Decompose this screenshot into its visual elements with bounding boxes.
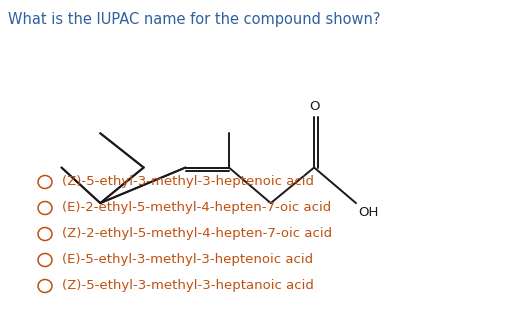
Text: (Z)-2-ethyl-5-methyl-4-hepten-7-oic acid: (Z)-2-ethyl-5-methyl-4-hepten-7-oic acid	[62, 227, 332, 240]
Text: O: O	[309, 100, 319, 114]
Text: What is the IUPAC name for the compound shown?: What is the IUPAC name for the compound …	[8, 12, 380, 27]
Text: (E)-5-ethyl-3-methyl-3-heptenoic acid: (E)-5-ethyl-3-methyl-3-heptenoic acid	[62, 253, 313, 266]
Text: (E)-2-ethyl-5-methyl-4-hepten-7-oic acid: (E)-2-ethyl-5-methyl-4-hepten-7-oic acid	[62, 202, 331, 215]
Text: (Z)-5-ethyl-3-methyl-3-heptanoic acid: (Z)-5-ethyl-3-methyl-3-heptanoic acid	[62, 280, 314, 293]
Text: OH: OH	[358, 206, 378, 219]
Text: (Z)-5-ethyl-3-methyl-3-heptenoic acid: (Z)-5-ethyl-3-methyl-3-heptenoic acid	[62, 176, 314, 189]
